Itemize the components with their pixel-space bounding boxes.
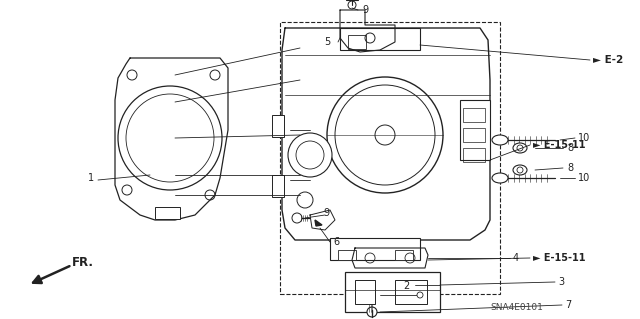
Bar xyxy=(463,148,485,162)
Text: 2: 2 xyxy=(404,281,410,291)
Bar xyxy=(348,35,366,49)
Bar xyxy=(345,272,440,312)
Circle shape xyxy=(297,192,313,208)
Circle shape xyxy=(417,292,423,298)
Circle shape xyxy=(118,86,222,190)
Text: 9: 9 xyxy=(324,208,330,218)
Circle shape xyxy=(517,145,523,151)
Ellipse shape xyxy=(492,173,508,183)
Text: 4: 4 xyxy=(513,253,519,263)
Bar xyxy=(395,250,413,260)
Bar xyxy=(463,108,485,122)
Ellipse shape xyxy=(513,165,527,175)
Bar xyxy=(340,28,420,50)
Bar xyxy=(395,280,427,304)
Text: 8: 8 xyxy=(567,143,573,153)
Text: ► E-2: ► E-2 xyxy=(593,55,623,65)
Text: ► E-15-11: ► E-15-11 xyxy=(533,253,586,263)
Circle shape xyxy=(375,125,395,145)
Bar xyxy=(355,280,375,304)
Bar xyxy=(280,22,500,294)
Bar xyxy=(330,238,420,260)
Text: FR.: FR. xyxy=(72,256,94,269)
Text: 9: 9 xyxy=(362,5,368,15)
Text: 6: 6 xyxy=(333,237,339,247)
Polygon shape xyxy=(315,220,322,226)
Text: 8: 8 xyxy=(567,163,573,173)
Ellipse shape xyxy=(492,135,508,145)
Circle shape xyxy=(367,307,377,317)
Ellipse shape xyxy=(513,143,527,153)
Circle shape xyxy=(288,133,332,177)
Circle shape xyxy=(517,167,523,173)
Text: SNA4E0101: SNA4E0101 xyxy=(490,303,543,313)
Bar xyxy=(155,207,180,219)
Text: ► E-15-11: ► E-15-11 xyxy=(533,140,586,150)
Bar xyxy=(338,250,356,260)
Circle shape xyxy=(348,1,356,9)
Text: 1: 1 xyxy=(88,173,94,183)
Text: 10: 10 xyxy=(578,173,590,183)
Bar xyxy=(272,115,284,137)
Text: 5: 5 xyxy=(324,37,330,47)
Text: 7: 7 xyxy=(565,300,572,310)
Text: 10: 10 xyxy=(578,133,590,143)
Bar xyxy=(463,128,485,142)
Text: 3: 3 xyxy=(558,277,564,287)
Bar xyxy=(272,175,284,197)
Circle shape xyxy=(292,213,302,223)
Circle shape xyxy=(327,77,443,193)
Bar xyxy=(460,100,490,160)
